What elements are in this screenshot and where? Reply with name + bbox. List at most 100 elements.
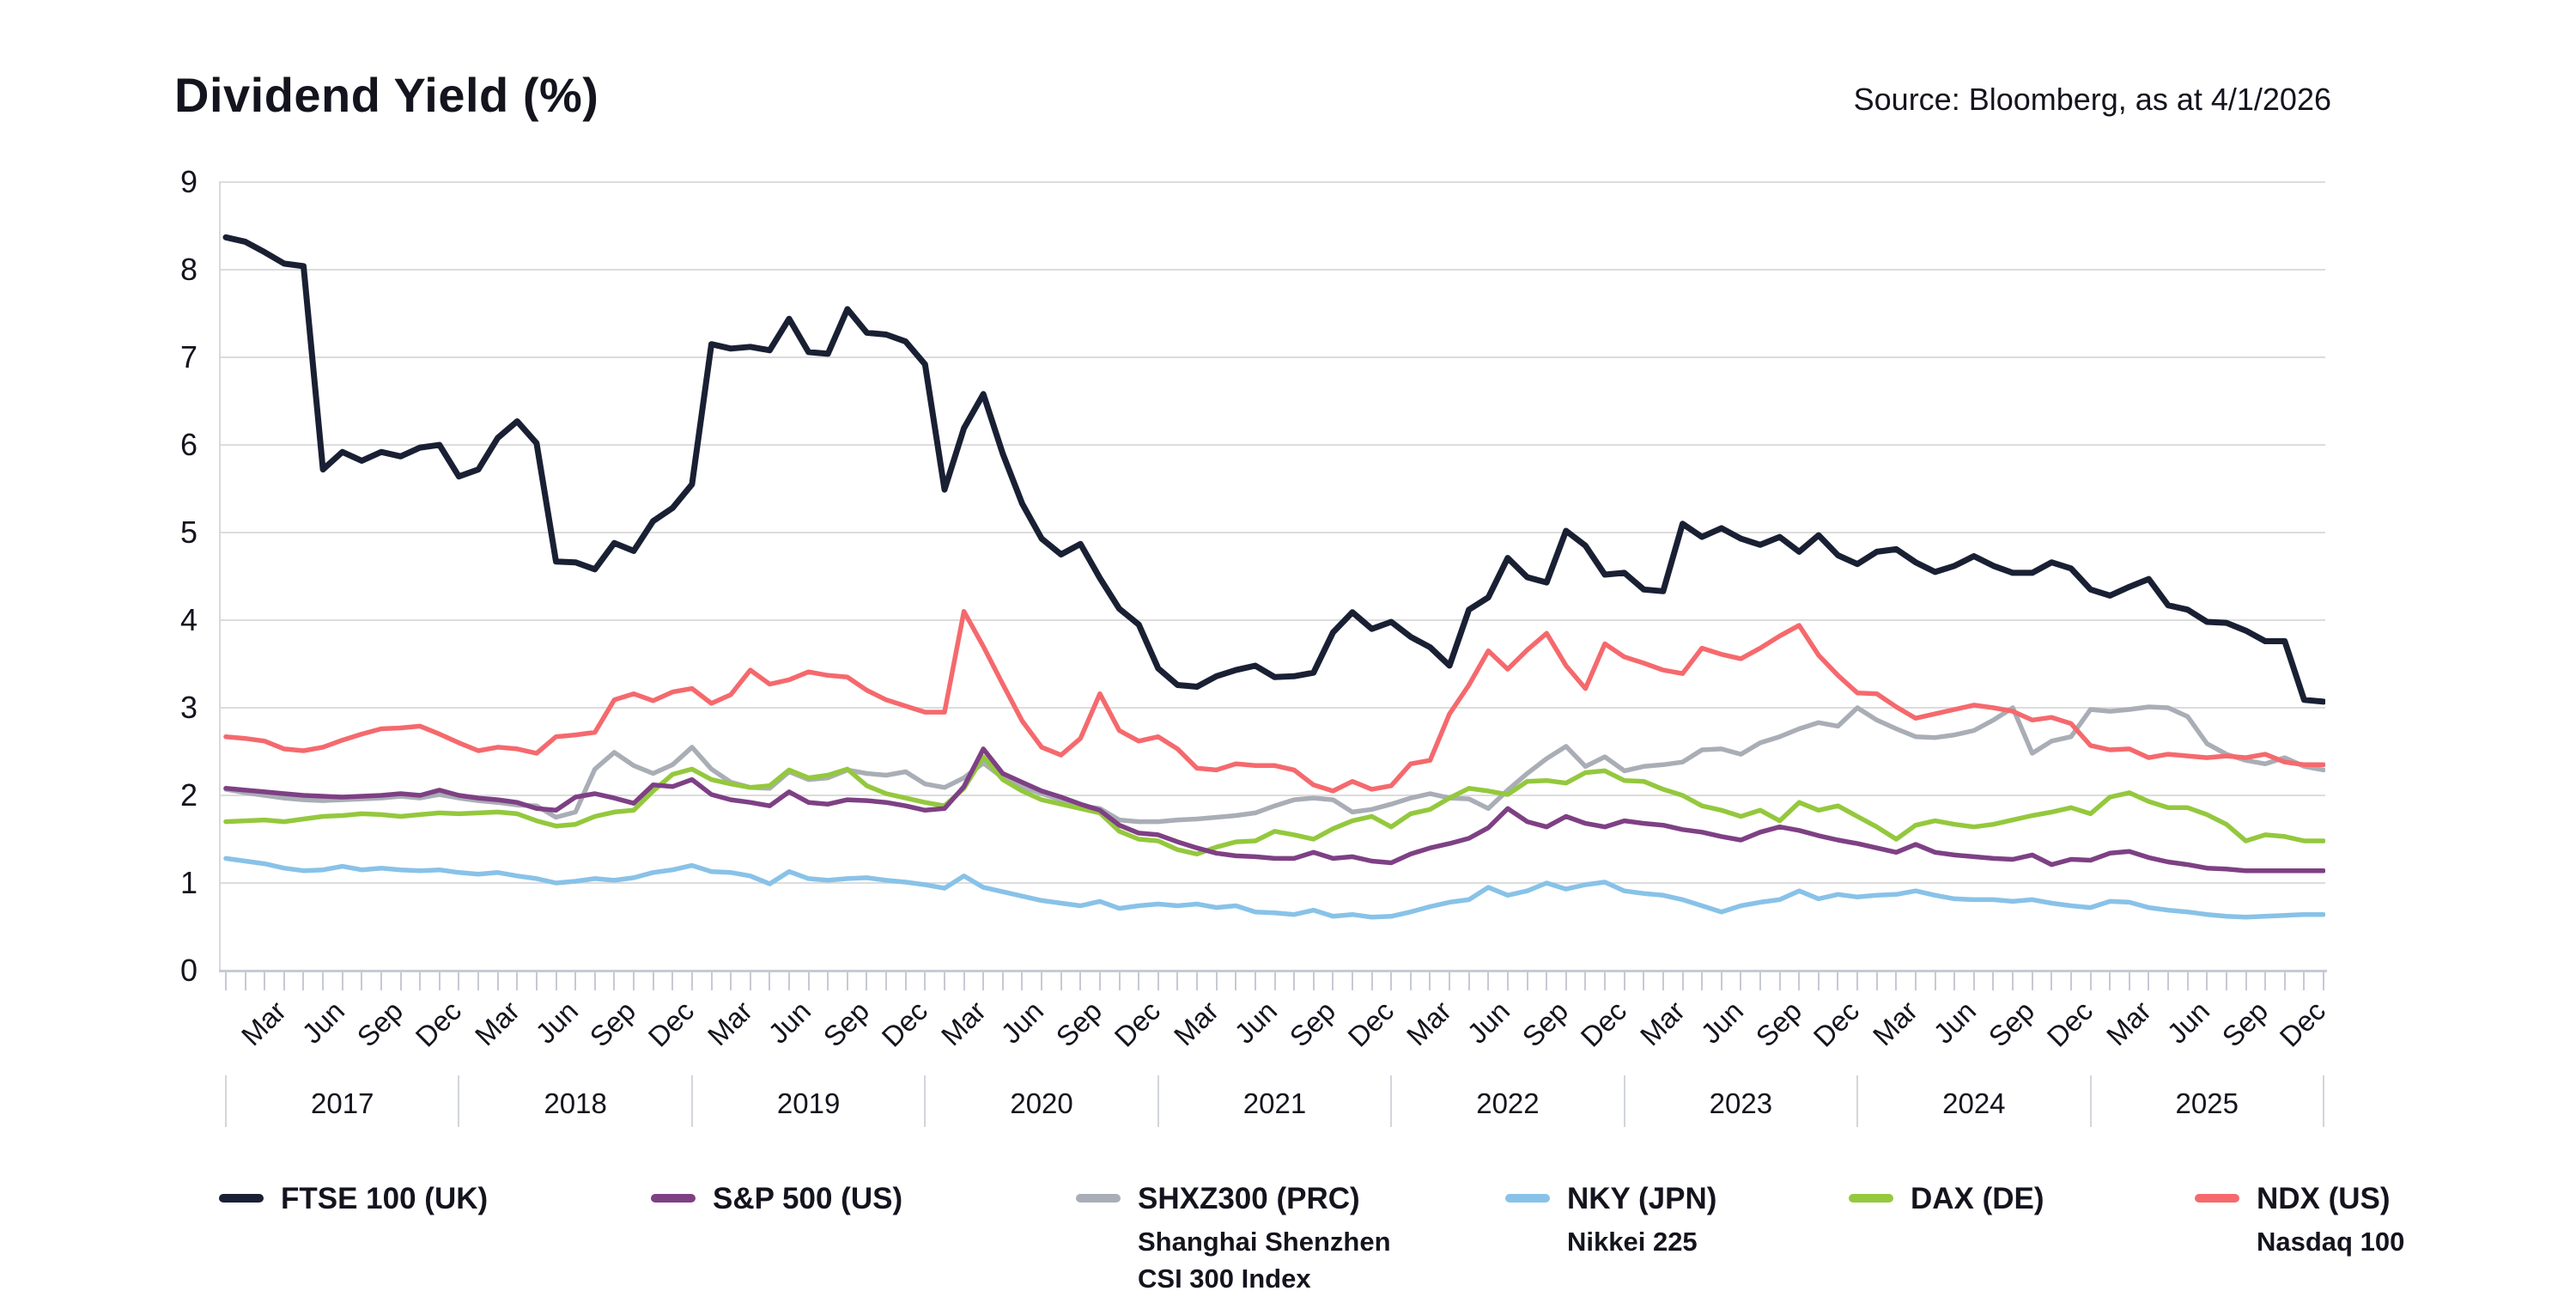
month-tick [1546, 971, 1548, 990]
month-tick [1196, 971, 1199, 990]
month-tick [496, 971, 499, 990]
month-tick [866, 971, 868, 990]
month-tick [2186, 971, 2189, 990]
month-tick [516, 971, 519, 990]
y-axis-tick-label: 8 [179, 252, 197, 287]
y-axis-tick-label: 9 [179, 164, 197, 199]
month-tick [477, 971, 480, 990]
source-note: Source: Bloomberg, as at 4/1/2026 [1853, 82, 2331, 117]
month-tick [1934, 971, 1936, 990]
month-tick [1584, 971, 1587, 990]
month-tick [690, 971, 693, 990]
month-tick [1351, 971, 1353, 990]
month-tick [1681, 971, 1684, 990]
month-tick [341, 971, 343, 990]
month-tick [1429, 971, 1431, 990]
gridline [219, 356, 2325, 358]
month-tick [2323, 971, 2324, 990]
legend-swatch-icon [651, 1194, 696, 1203]
year-divider [924, 1075, 927, 1127]
year-divider [225, 1075, 227, 1127]
month-tick [1992, 971, 1995, 990]
year-label: 2019 [776, 1087, 841, 1119]
month-tick [1079, 971, 1082, 990]
month-tick [1720, 971, 1722, 990]
month-tick [2283, 971, 2286, 990]
month-tick [807, 971, 810, 990]
gridline [219, 444, 2325, 446]
legend-sublabel: Nikkei 225 [1567, 1227, 1698, 1257]
month-tick [924, 971, 927, 990]
y-axis-line [219, 182, 221, 971]
gridline [219, 532, 2325, 533]
month-tick [943, 971, 945, 990]
series-line-ftse-100-uk [222, 234, 2325, 705]
month-tick [1118, 971, 1121, 990]
gridline [219, 882, 2325, 884]
y-axis-tick-label: 6 [179, 427, 197, 462]
month-tick [1914, 971, 1917, 990]
month-tick [264, 971, 266, 990]
month-tick [1701, 971, 1704, 990]
month-tick [1972, 971, 1975, 990]
year-divider [1157, 1075, 1159, 1127]
legend-label: FTSE 100 (UK) [281, 1182, 489, 1215]
month-tick [2148, 971, 2150, 990]
month-tick [399, 971, 402, 990]
month-tick [1273, 971, 1276, 990]
legend-label: DAX (DE) [1911, 1182, 2044, 1215]
y-axis-tick-label: 2 [179, 777, 197, 813]
month-tick [458, 971, 460, 990]
month-tick [1856, 971, 1859, 990]
y-axis-tick-label: 0 [179, 953, 197, 988]
month-tick [2303, 971, 2306, 990]
month-tick [710, 971, 713, 990]
month-tick [1001, 971, 1004, 990]
month-tick [1895, 971, 1898, 990]
month-tick [2109, 971, 2111, 990]
series-line-s-p-500-us [223, 746, 2325, 874]
year-divider [1856, 1075, 1859, 1127]
year-label: 2018 [544, 1087, 607, 1119]
month-tick [827, 971, 829, 990]
year-label: 2020 [1010, 1087, 1073, 1119]
year-label: 2024 [1942, 1087, 2006, 1119]
year-label: 2023 [1709, 1087, 1773, 1119]
legend-label: SHXZ300 (PRC) [1138, 1182, 1360, 1215]
gridline [219, 707, 2325, 709]
month-tick [1798, 971, 1801, 990]
month-tick [652, 971, 654, 990]
year-label: 2017 [311, 1087, 374, 1119]
page-title: Dividend Yield (%) [174, 68, 599, 122]
month-tick [1837, 971, 1839, 990]
month-tick [1506, 971, 1509, 990]
month-tick [1604, 971, 1607, 990]
month-tick [787, 971, 790, 990]
month-tick [730, 971, 732, 990]
month-tick [555, 971, 557, 990]
month-tick [904, 971, 907, 990]
month-tick [1409, 971, 1412, 990]
legend-label: NDX (US) [2257, 1182, 2391, 1215]
month-tick [361, 971, 363, 990]
month-tick [322, 971, 325, 990]
month-tick [593, 971, 596, 990]
gridline [219, 795, 2325, 796]
month-tick [1021, 971, 1024, 990]
month-tick [1487, 971, 1490, 990]
month-tick [1778, 971, 1781, 990]
month-tick [2050, 971, 2053, 990]
month-tick [1449, 971, 1451, 990]
year-label: 2025 [2175, 1087, 2239, 1119]
month-tick [1138, 971, 1140, 990]
month-tick [885, 971, 888, 990]
month-tick [244, 971, 246, 990]
legend-swatch-icon [1076, 1194, 1121, 1203]
legend-sublabel: Nasdaq 100 [2257, 1227, 2405, 1257]
year-divider [2089, 1075, 2092, 1127]
month-tick [1370, 971, 1373, 990]
gridline [219, 181, 2325, 183]
year-label: 2022 [1476, 1087, 1540, 1119]
month-tick [1390, 971, 1393, 990]
month-tick [574, 971, 577, 990]
